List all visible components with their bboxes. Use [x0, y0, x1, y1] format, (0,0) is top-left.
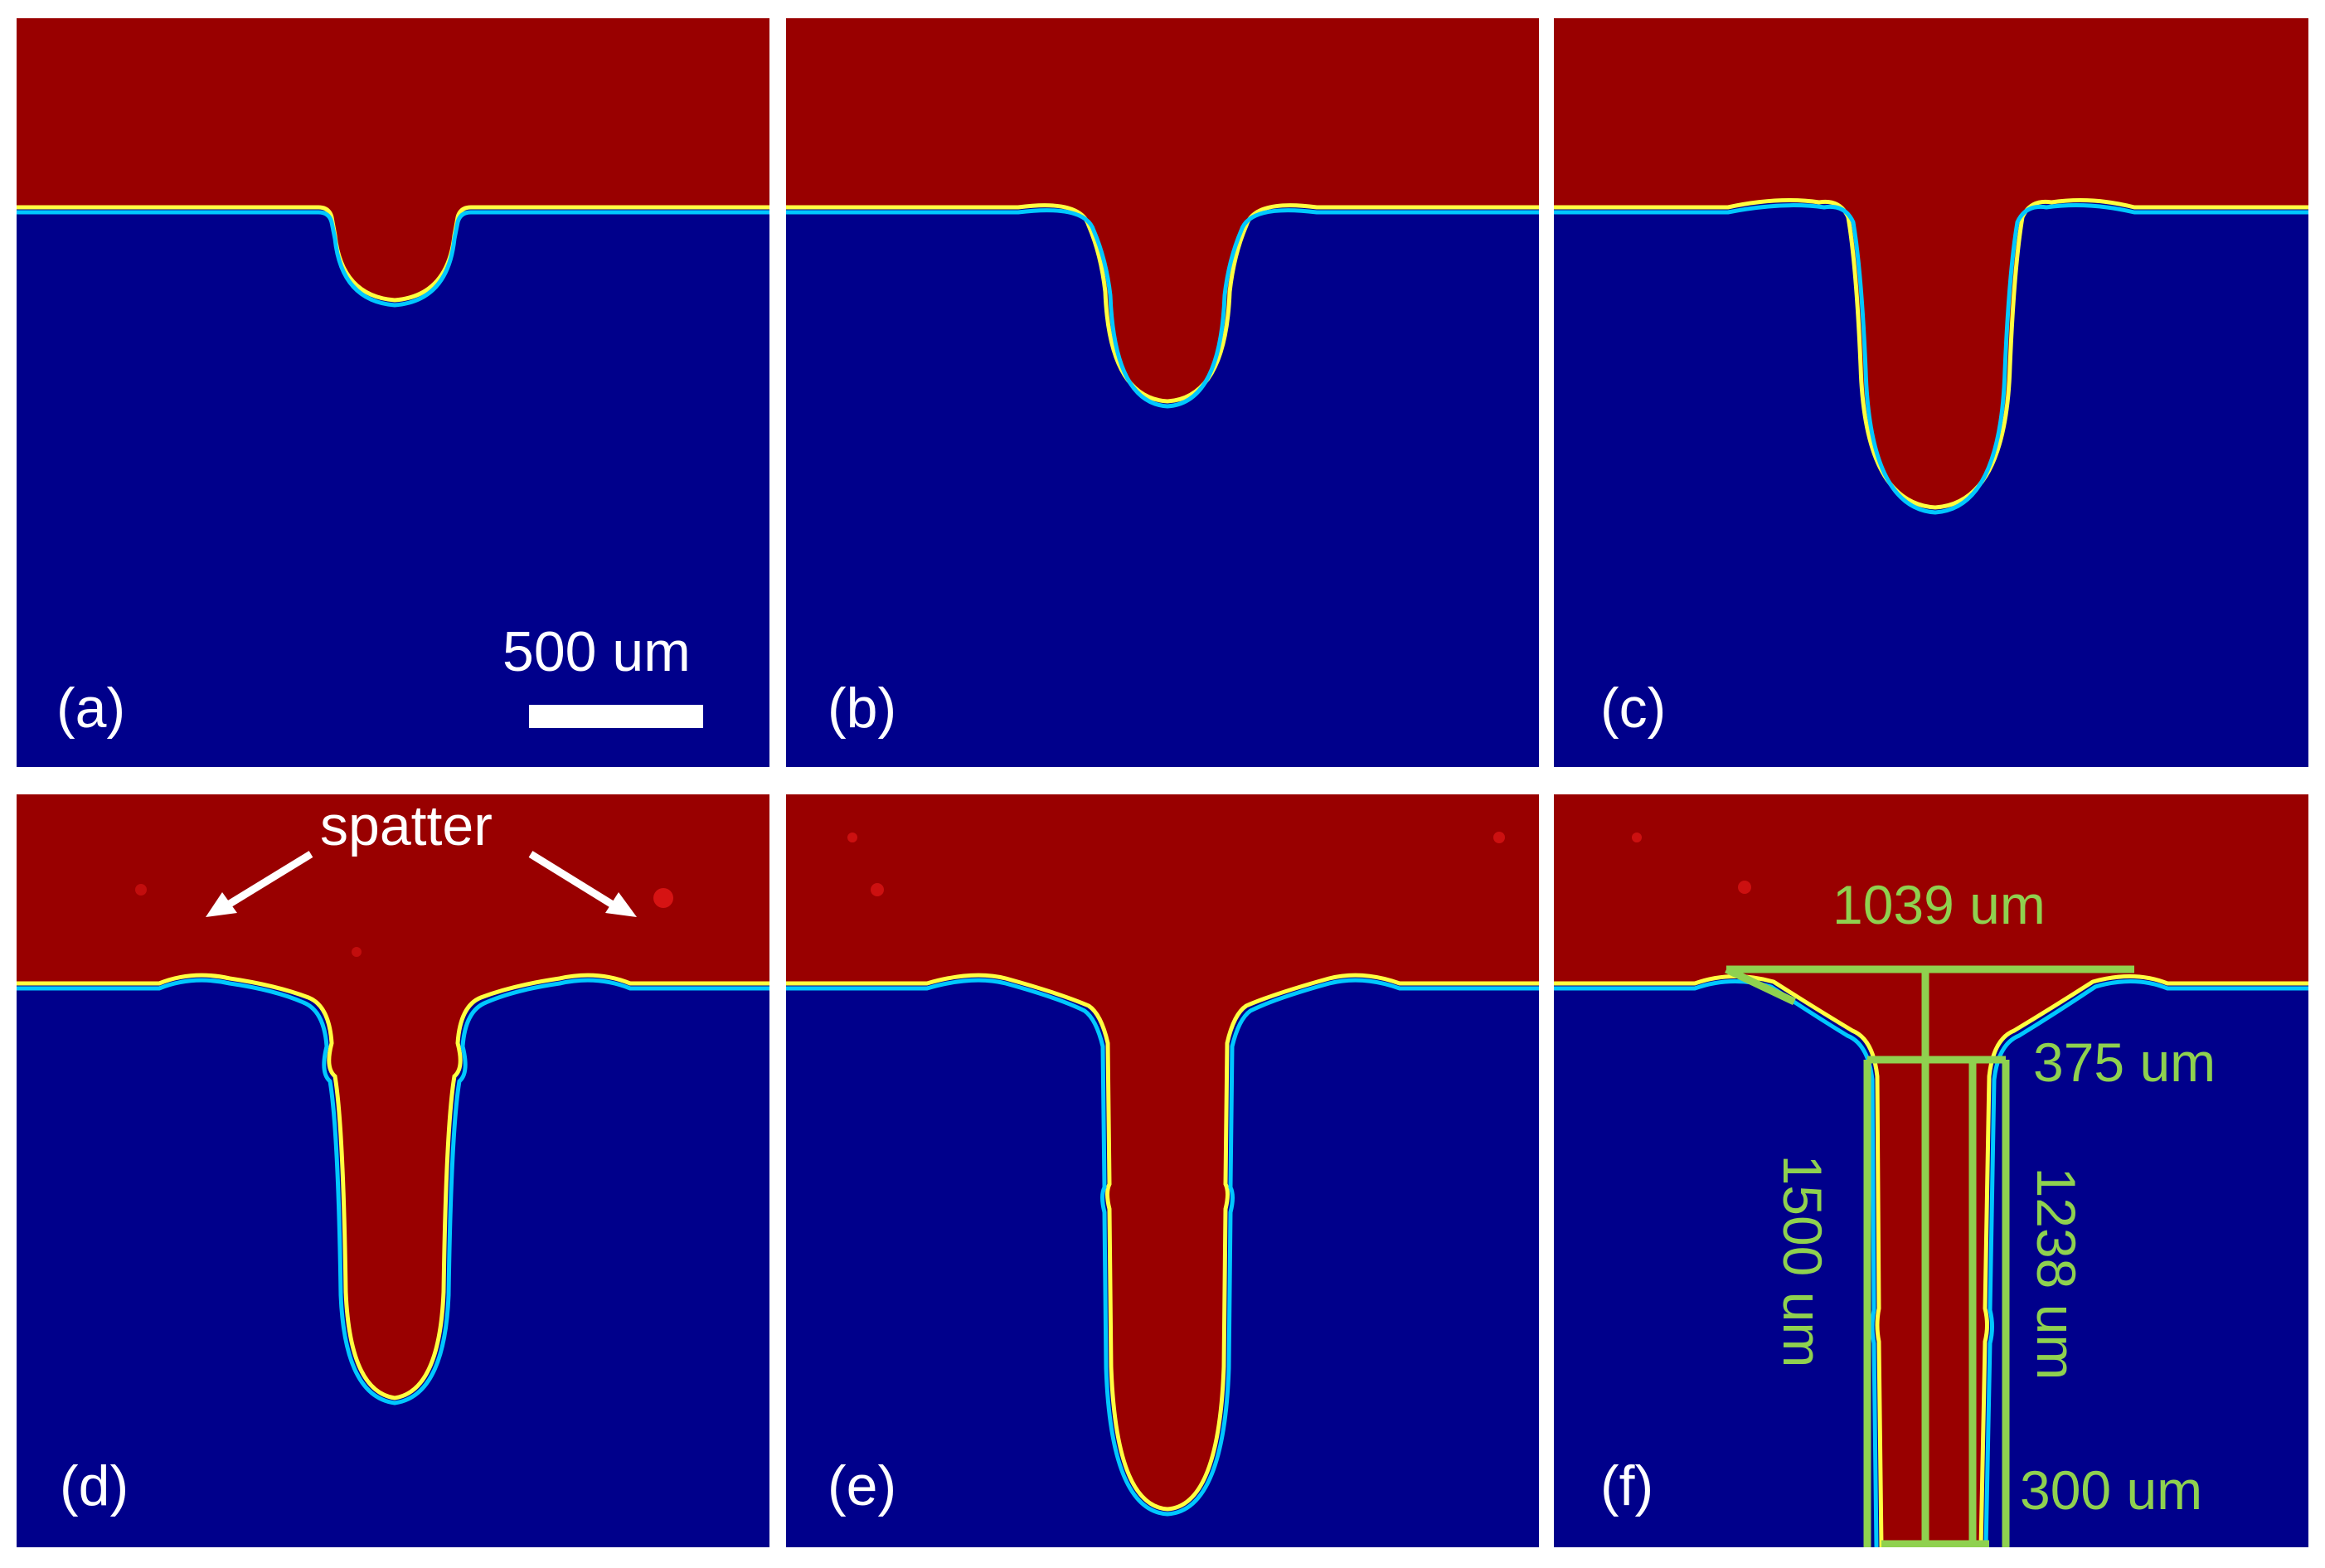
- top-left-diagonal: [1725, 965, 1796, 1006]
- melt-region-a: [17, 18, 769, 300]
- top-width-label: 1039 um: [1832, 874, 2046, 935]
- panel-label-b: (b): [828, 677, 897, 740]
- bottom-width-label: 300 um: [2020, 1459, 2203, 1521]
- panel-label-a: (a): [56, 677, 126, 740]
- neck-width-label: 375 um: [2033, 1032, 2216, 1093]
- panel-c: (c): [1554, 18, 2308, 767]
- panel-label-f: (f): [1600, 1454, 1654, 1517]
- shaft-depth-label: 1238 um: [2026, 1167, 2087, 1381]
- panel-e-image: [786, 794, 1539, 1547]
- melt-region-c: [1554, 18, 2308, 507]
- panel-f: (f) 1039 um 375 um 300 um 1500 um 1238 u…: [1554, 794, 2308, 1547]
- scale-bar: [529, 705, 703, 728]
- spatter-label: spatter: [320, 794, 493, 857]
- panel-d: (d) spatter: [17, 794, 769, 1547]
- melt-region-e: [786, 794, 1539, 1509]
- panel-label-c: (c): [1600, 677, 1667, 740]
- melt-region-f: [1554, 794, 2308, 1547]
- spatter-arrow-right: [528, 851, 618, 910]
- measurement-overlay: [1725, 965, 2134, 1547]
- panel-label-d: (d): [60, 1454, 129, 1517]
- total-depth-label: 1500 um: [1772, 1154, 1833, 1368]
- spatter-arrows: [206, 851, 637, 917]
- scale-bar-label: 500 um: [502, 620, 691, 683]
- spatter-arrow-left: [223, 851, 313, 910]
- panel-label-e: (e): [828, 1454, 897, 1517]
- melt-region-d: [17, 794, 769, 1398]
- melt-region-b: [786, 18, 1539, 401]
- panel-f-image: [1554, 794, 2308, 1547]
- panel-a-image: [17, 18, 769, 767]
- panel-e: (e): [786, 794, 1539, 1547]
- panel-b-image: [786, 18, 1539, 767]
- panel-a: (a) 500 um: [17, 18, 769, 767]
- panel-c-image: [1554, 18, 2308, 767]
- panel-b: (b): [786, 18, 1539, 767]
- panel-d-image: [17, 794, 769, 1547]
